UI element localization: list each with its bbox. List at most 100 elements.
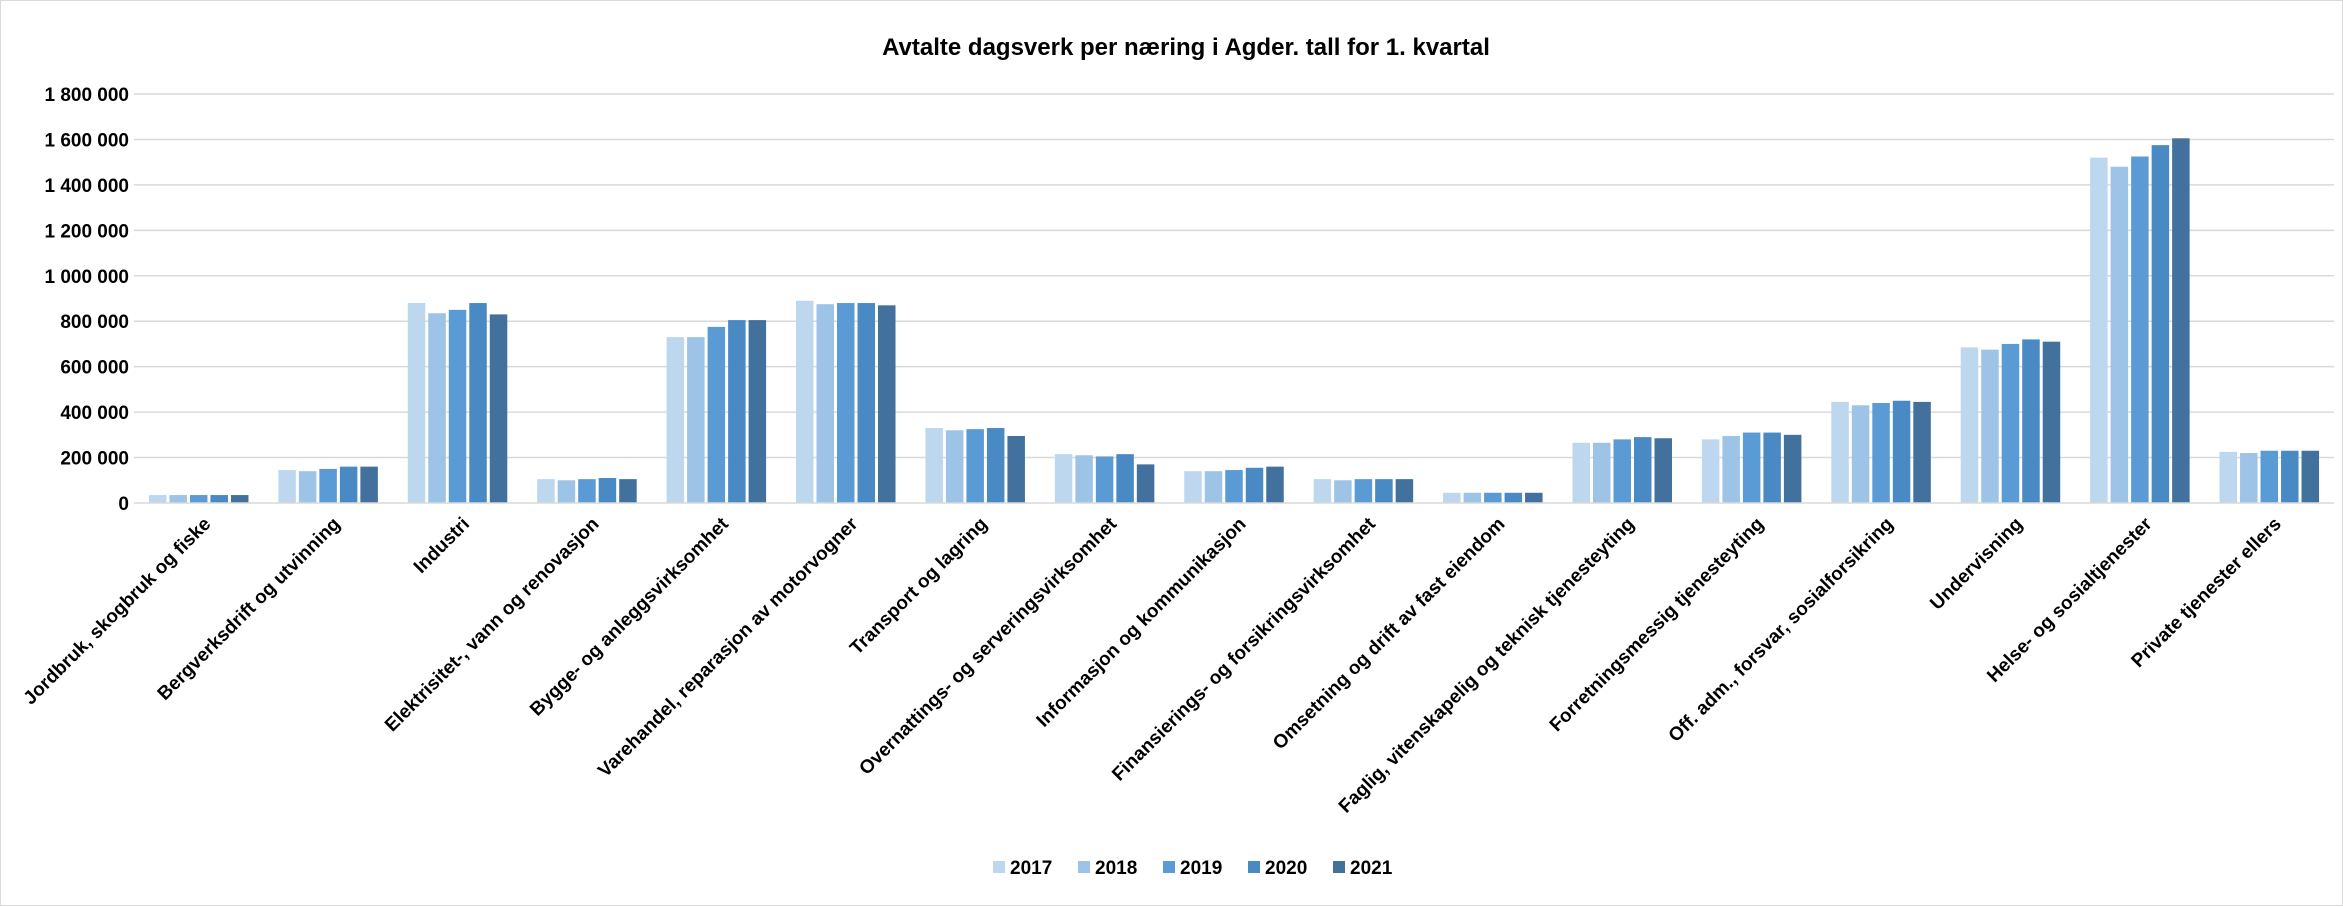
- bar: [966, 429, 984, 503]
- x-tick-label: Industri: [410, 514, 474, 578]
- x-tick-label: Transport og lagring: [846, 514, 991, 659]
- bar: [2301, 450, 2320, 503]
- legend-label: 2021: [1350, 858, 1393, 879]
- bar: [728, 320, 746, 503]
- bar: [707, 326, 726, 503]
- legend-label: 2020: [1265, 858, 1307, 879]
- bar: [448, 309, 467, 503]
- bar: [598, 478, 617, 503]
- bar: [2131, 156, 2149, 504]
- bar: [1463, 492, 1482, 503]
- legend-swatch: [1248, 861, 1260, 873]
- bar: [666, 337, 685, 503]
- bar: [925, 428, 943, 503]
- bar: [1313, 479, 1332, 503]
- bar: [1633, 437, 1652, 503]
- x-tick-label: Faglig, vitenskapelig og teknisk tjenest…: [1335, 514, 1639, 818]
- bar: [169, 495, 187, 503]
- legend: 2017 2018 2019 2020 2021: [993, 858, 1393, 879]
- bar: [1892, 400, 1911, 503]
- bar: [407, 303, 426, 503]
- bar: [2281, 450, 2299, 503]
- legend-label: 2019: [1180, 858, 1222, 879]
- bar: [2219, 451, 2238, 504]
- bar: [1981, 349, 1999, 504]
- bar: [489, 314, 508, 503]
- bar: [1266, 466, 1284, 503]
- bar: [1783, 434, 1802, 503]
- bar: [2090, 157, 2108, 503]
- bar: [2110, 166, 2129, 503]
- y-tick-label: 200 000: [60, 449, 129, 470]
- bar: [857, 303, 876, 503]
- bar: [557, 480, 576, 503]
- bar: [1592, 442, 1611, 503]
- bar: [2240, 453, 2258, 503]
- bar: [1075, 455, 1093, 503]
- bar: [298, 471, 317, 503]
- bar: [1763, 432, 1781, 503]
- y-tick-label: 800 000: [60, 312, 129, 333]
- bar: [1525, 492, 1543, 503]
- legend-label: 2018: [1095, 858, 1137, 879]
- bar: [816, 304, 835, 503]
- bar: [945, 430, 964, 503]
- bar: [1334, 480, 1352, 503]
- bar: [428, 313, 446, 503]
- bar: [1742, 432, 1761, 503]
- y-axis-ticks: 0 200 000 400 000 600 000 800 000 1 000 000 1 …: [44, 85, 129, 515]
- bar: [1851, 405, 1870, 503]
- y-tick-label: 0: [118, 494, 129, 515]
- x-tick-label: Off. adm., forsvar, sosialforsikring: [1665, 514, 1898, 747]
- bar: [1572, 442, 1590, 503]
- bar: [1913, 401, 1931, 503]
- y-tick-label: 1 600 000: [44, 130, 129, 151]
- legend-swatch: [1163, 861, 1175, 873]
- bar: [148, 495, 167, 503]
- x-tick-label: Informasjon og kommunikasjon: [1033, 514, 1251, 732]
- bar: [537, 479, 555, 503]
- y-tick-label: 1 400 000: [44, 176, 129, 197]
- bar: [1354, 479, 1373, 503]
- bar: [2001, 343, 2020, 503]
- bar: [2260, 450, 2279, 503]
- bar: [2042, 341, 2061, 503]
- y-tick-label: 1 200 000: [44, 221, 129, 242]
- bar: [189, 495, 208, 503]
- bar: [796, 300, 814, 503]
- bar: [319, 468, 337, 503]
- bar: [687, 337, 705, 503]
- bar: [210, 495, 228, 503]
- bar: [1722, 435, 1740, 503]
- bar: [230, 495, 249, 503]
- bar: [2151, 145, 2170, 504]
- legend-label: 2017: [1010, 858, 1052, 879]
- bar: [339, 466, 358, 503]
- bar: [1443, 492, 1461, 503]
- bar: [1204, 471, 1223, 503]
- legend-swatch: [993, 861, 1005, 873]
- bar: [986, 428, 1005, 503]
- legend-swatch: [1333, 861, 1345, 873]
- bar: [1701, 439, 1720, 503]
- bar: [360, 466, 378, 503]
- y-tick-label: 1 000 000: [44, 267, 129, 288]
- bar: [1116, 454, 1134, 503]
- bar: [1054, 454, 1073, 503]
- y-tick-label: 600 000: [60, 358, 129, 379]
- x-tick-label: Private tjenester ellers: [2128, 514, 2286, 672]
- x-tick-label: Undervisning: [1926, 514, 2027, 615]
- bar: [1654, 438, 1672, 503]
- bars: [148, 138, 2320, 504]
- bar: [1831, 401, 1849, 503]
- x-axis-labels: Jordbruk, skogbruk og fiskeBergverksdrif…: [20, 513, 2286, 817]
- x-tick-label: Elektrisitet-, vann og renovasjon: [381, 514, 603, 736]
- bar: [1504, 492, 1523, 503]
- bar: [1095, 456, 1114, 503]
- bar: [878, 305, 896, 503]
- bar: [1007, 435, 1025, 503]
- bar: [748, 320, 767, 503]
- bar: [837, 303, 855, 503]
